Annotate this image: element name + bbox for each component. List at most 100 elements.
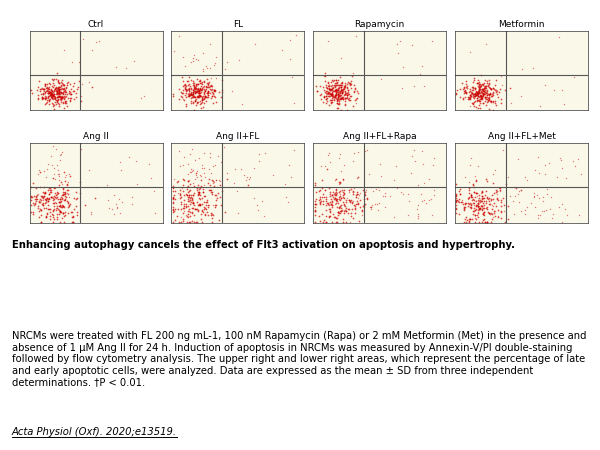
Point	[55, 80, 64, 87]
Point	[185, 206, 194, 213]
Point	[326, 86, 335, 93]
Point	[194, 190, 204, 197]
Point	[403, 212, 413, 219]
Point	[62, 103, 72, 110]
Point	[29, 192, 39, 199]
Point	[322, 166, 331, 173]
Point	[62, 186, 72, 193]
Point	[196, 171, 205, 179]
Point	[535, 212, 544, 219]
Point	[476, 83, 485, 90]
Point	[325, 96, 335, 104]
Point	[200, 99, 209, 107]
Point	[355, 196, 365, 203]
Point	[217, 76, 227, 83]
Point	[53, 87, 62, 94]
Point	[63, 199, 73, 206]
Point	[465, 93, 475, 100]
Point	[127, 194, 137, 201]
Point	[346, 96, 355, 103]
Point	[196, 182, 206, 189]
Point	[185, 218, 195, 225]
Point	[477, 192, 487, 199]
Point	[328, 218, 337, 225]
Point	[53, 86, 62, 93]
Point	[193, 94, 203, 101]
Point	[339, 201, 349, 208]
Point	[348, 188, 358, 195]
Point	[335, 187, 344, 194]
Point	[44, 80, 53, 87]
Point	[482, 96, 491, 103]
Point	[37, 91, 46, 98]
Point	[53, 93, 62, 100]
Point	[112, 203, 122, 211]
Point	[473, 88, 483, 95]
Point	[467, 89, 477, 96]
Point	[318, 198, 328, 205]
Point	[103, 197, 113, 204]
Point	[65, 94, 74, 102]
Point	[455, 94, 465, 101]
Point	[474, 84, 484, 91]
Point	[362, 195, 372, 202]
Point	[187, 209, 197, 216]
Point	[42, 194, 52, 202]
Point	[41, 213, 51, 220]
Point	[484, 106, 494, 113]
Point	[352, 175, 362, 182]
Point	[457, 197, 467, 204]
Point	[327, 92, 337, 99]
Point	[342, 84, 352, 91]
Point	[321, 99, 331, 107]
Point	[341, 95, 350, 102]
Point	[482, 203, 491, 211]
Point	[542, 185, 551, 192]
Point	[467, 89, 476, 96]
Point	[57, 85, 67, 92]
Point	[188, 146, 197, 153]
Point	[323, 90, 332, 97]
Point	[470, 93, 479, 100]
Point	[344, 96, 354, 104]
Point	[346, 196, 356, 203]
Point	[468, 211, 478, 218]
Point	[190, 94, 199, 101]
Point	[392, 184, 402, 191]
Point	[498, 194, 508, 201]
Point	[329, 95, 339, 103]
Point	[55, 87, 64, 94]
Point	[325, 86, 334, 93]
Point	[336, 84, 346, 91]
Point	[207, 218, 217, 225]
Point	[47, 92, 56, 99]
Point	[418, 147, 427, 154]
Point	[44, 100, 53, 107]
Point	[311, 188, 321, 195]
Point	[190, 96, 200, 104]
Point	[193, 98, 203, 105]
Point	[335, 90, 345, 97]
Point	[178, 73, 187, 81]
Point	[52, 96, 62, 104]
Point	[337, 90, 346, 97]
Point	[331, 92, 341, 99]
Point	[316, 91, 326, 98]
Point	[467, 155, 476, 162]
Point	[337, 86, 347, 94]
Point	[50, 88, 59, 95]
Point	[350, 88, 359, 95]
Point	[469, 199, 479, 206]
Point	[60, 192, 70, 199]
Point	[319, 93, 329, 100]
Point	[334, 92, 343, 99]
Point	[327, 204, 337, 211]
Point	[476, 81, 486, 89]
Point	[476, 95, 486, 102]
Point	[56, 151, 65, 158]
Point	[179, 162, 188, 169]
Point	[511, 193, 520, 200]
Point	[472, 189, 482, 196]
Point	[179, 82, 189, 89]
Point	[26, 193, 35, 200]
